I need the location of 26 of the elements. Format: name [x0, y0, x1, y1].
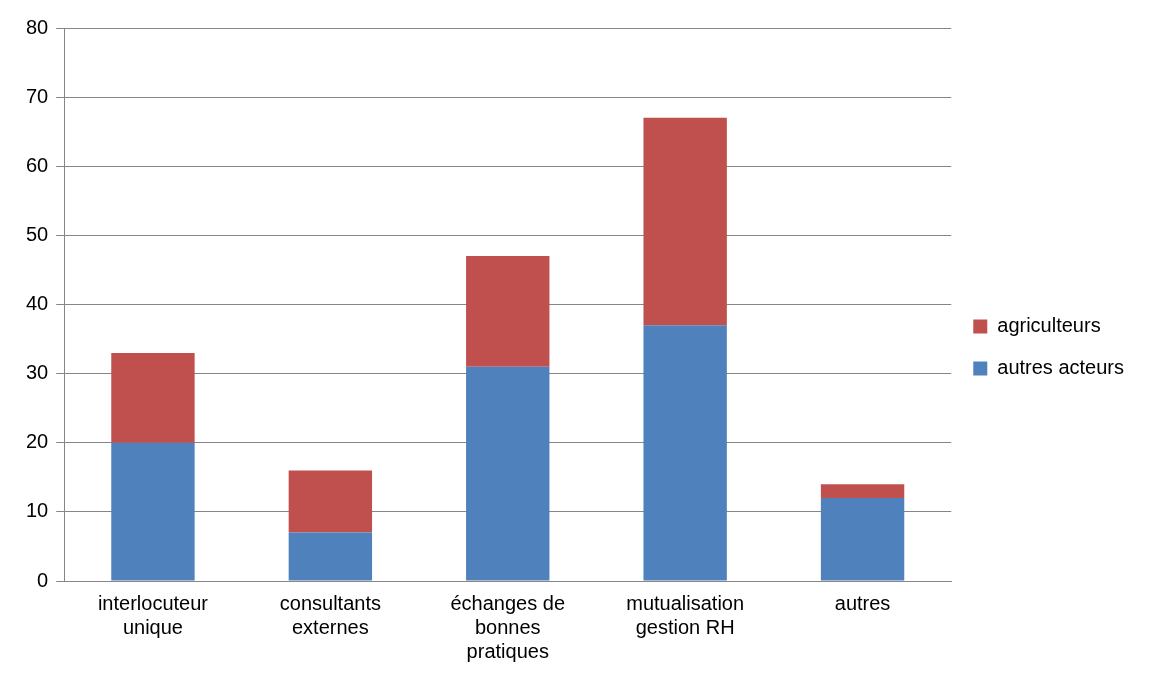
bar	[111, 442, 195, 581]
y-tick-label: 0	[37, 568, 49, 591]
x-tick-label: consultants externes	[279, 591, 381, 638]
y-tick-label: 70	[26, 84, 49, 107]
y-tick-label: 40	[26, 292, 49, 315]
x-tick-label: interlocuteur unique	[97, 591, 209, 638]
bar	[466, 366, 550, 581]
x-tick-label: mutualisation gestion RH	[626, 591, 745, 638]
bar	[643, 325, 727, 581]
bar	[111, 352, 195, 443]
y-tick-label: 20	[26, 430, 49, 453]
x-tick-label: autres	[834, 591, 891, 614]
bar	[288, 532, 373, 581]
bar	[643, 117, 727, 326]
bar	[820, 498, 905, 581]
bar	[288, 470, 373, 533]
legend-label: autres acteurs	[997, 356, 1125, 379]
y-tick-label: 60	[26, 153, 49, 176]
y-tick-label: 30	[26, 361, 49, 384]
y-tick-label: 10	[26, 499, 49, 522]
x-tick-label: échanges de bonnes pratiques	[450, 591, 566, 662]
legend-label: agriculteurs	[997, 314, 1101, 337]
bar	[820, 484, 905, 499]
bar	[466, 256, 550, 367]
y-tick-label: 50	[26, 222, 49, 245]
y-tick-label: 80	[26, 15, 49, 38]
